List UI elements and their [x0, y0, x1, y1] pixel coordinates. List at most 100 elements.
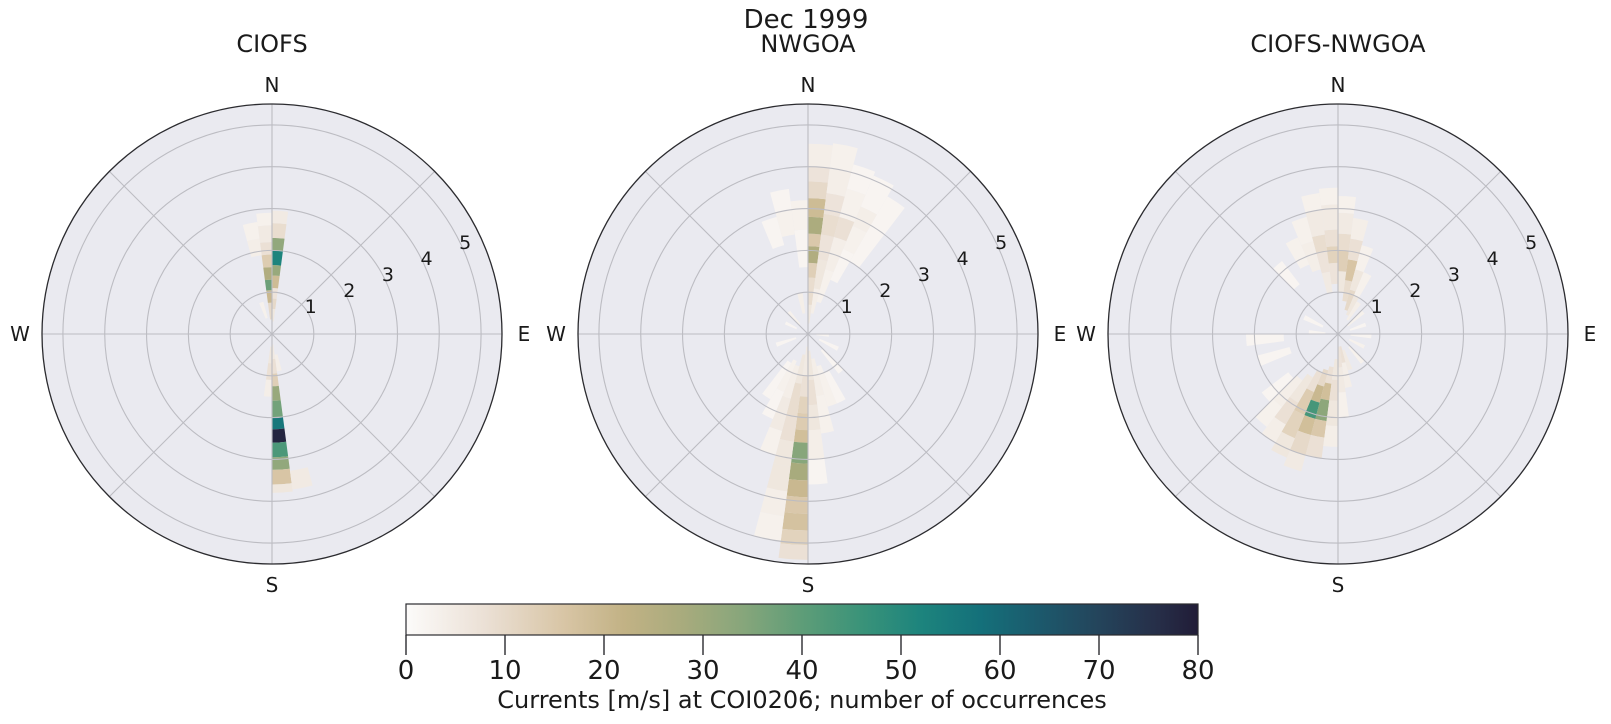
rose-cells: [1246, 187, 1374, 472]
rose-bin-cell: [811, 358, 825, 397]
rose-bin-cell: [1316, 251, 1330, 274]
rose-bin-cell: [272, 428, 287, 443]
colorbar-tick-label: 0: [398, 656, 415, 686]
radial-tick-label-5: 5: [459, 232, 471, 254]
rose-bin-cell: [808, 379, 818, 406]
rose-bin-cell: [802, 346, 808, 376]
rose-bin-cell: [829, 143, 858, 173]
polar-axes-spine: [41, 103, 503, 565]
radial-tick-label-3: 3: [382, 264, 394, 286]
rose-bin-cell: [808, 304, 812, 324]
rose-bin-cell: [272, 385, 281, 401]
rose-bin-cell: [1347, 238, 1363, 262]
rose-bin-cell: [1338, 392, 1349, 418]
panel-title: CIOFS: [236, 30, 307, 58]
rose-bin-cell: [274, 354, 282, 372]
rose-bin-cell: [760, 487, 788, 517]
rose-bin-cell: [1272, 261, 1300, 290]
colorbar-axis-label: Currents [m/s] at COI0206; number of occ…: [497, 686, 1106, 714]
angular-grid-line-45: [807, 170, 972, 335]
rose-bin-cell: [784, 321, 798, 330]
rose-bin-cell: [272, 250, 283, 266]
rose-bin-cell: [808, 143, 833, 169]
rose-bin-cell: [272, 308, 276, 322]
angular-grid-line-225: [108, 333, 273, 498]
rose-bin-cell: [1318, 187, 1338, 206]
colorbar-tick-label: 20: [587, 656, 620, 686]
rose-bin-cell: [843, 225, 867, 255]
rose-bin-cell: [846, 164, 876, 195]
polar-panel-nwgoa: 1 2 3 4 5 N S E W NWGOA: [546, 30, 1066, 597]
radial-tick-label-2: 2: [879, 280, 891, 302]
rose-bin-cell: [787, 310, 801, 326]
rose-bin-cell: [830, 249, 854, 284]
rose-bin-cell: [272, 441, 289, 458]
rose-bin-cell: [1350, 334, 1372, 339]
rose-bin-cell: [1289, 430, 1311, 456]
rose-bin-cell: [272, 223, 287, 239]
rose-bin-cell: [762, 388, 784, 419]
rose-bin-cell: [1301, 193, 1322, 213]
rose-bin-cell: [1283, 449, 1306, 472]
rose-bin-cell: [808, 166, 830, 183]
rose-bin-cell: [1306, 370, 1322, 392]
rose-bin-cell: [849, 225, 885, 268]
rose-bin-cell: [1310, 384, 1324, 403]
radial-tick-label-3: 3: [918, 264, 930, 286]
polar-axes-spine: [1107, 103, 1569, 565]
angular-grid-line-315: [644, 170, 809, 335]
rose-bin-cell: [773, 439, 794, 467]
compass-label-s: S: [1332, 573, 1345, 597]
compass-label-n: N: [801, 73, 816, 97]
figure-suptitle: Dec 1999: [743, 5, 869, 35]
colorbar-gradient: [405, 603, 1199, 636]
colorbar-tick-label: 50: [884, 656, 917, 686]
rose-bin-cell: [1301, 241, 1321, 273]
rose-bin-cell: [1271, 431, 1295, 458]
rose-bin-cell: [1285, 237, 1310, 269]
compass-label-w: W: [10, 322, 30, 346]
polar-axes-spine: [577, 103, 1039, 565]
rose-bin-cell: [1342, 349, 1353, 371]
polar-panel-ciofs: 1 2 3 4 5 N S E W CIOFS: [10, 30, 530, 597]
rose-cells: [242, 210, 313, 493]
rose-bin-cell: [272, 210, 289, 225]
compass-label-w: W: [546, 322, 566, 346]
rose-bin-cell: [272, 468, 292, 485]
radial-tick-label-2: 2: [1409, 280, 1421, 302]
rose-bin-cell: [266, 290, 272, 303]
angular-grid-line-135: [807, 333, 972, 498]
rose-bin-cell: [797, 292, 806, 314]
angular-grid-line-45: [1337, 170, 1502, 335]
panel-title: CIOFS-NWGOA: [1250, 30, 1426, 58]
radial-tick-label-1: 1: [841, 296, 853, 318]
rose-bin-cell: [261, 254, 272, 268]
rose-bin-cell: [1325, 400, 1338, 426]
rose-bin-cell: [852, 206, 877, 233]
rose-bin-cell: [762, 360, 792, 400]
compass-label-s: S: [802, 573, 815, 597]
rose-bin-cell: [810, 288, 820, 314]
rose-bin-cell: [1261, 416, 1286, 443]
rose-bin-cell: [1355, 245, 1374, 273]
rose-bin-cell: [1348, 338, 1366, 349]
rose-bin-cell: [870, 196, 905, 235]
rose-bin-cell: [267, 302, 272, 320]
rose-bin-cell: [808, 350, 814, 380]
rose-bin-cell: [1329, 379, 1338, 401]
rose-bin-cell: [775, 337, 797, 347]
rose-bin-cell: [1346, 295, 1359, 316]
rose-bin-cell: [1346, 310, 1365, 327]
rose-bin-cell: [814, 259, 828, 290]
rose-bin-cell: [761, 216, 785, 249]
rose-bin-cell: [1297, 415, 1316, 435]
rose-bin-cell: [782, 512, 808, 531]
rose-bin-cell: [272, 344, 276, 360]
rose-bin-cell: [1320, 382, 1332, 401]
rose-bin-cell: [775, 209, 795, 238]
rose-bin-cell: [808, 458, 828, 485]
angular-grid-line-315: [1174, 170, 1339, 335]
rose-bin-cell: [1305, 209, 1325, 238]
radial-tick-label-4: 4: [420, 248, 432, 270]
rose-bin-cell: [1338, 367, 1346, 393]
